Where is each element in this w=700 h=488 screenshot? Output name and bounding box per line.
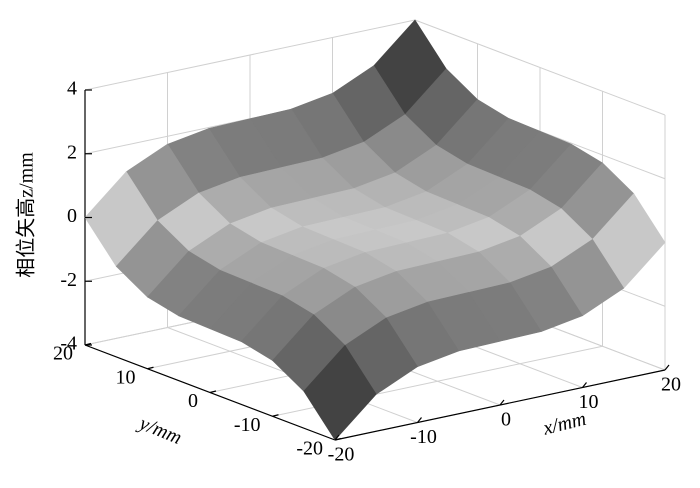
grid-line [414,19,666,116]
x-tick-label: 20 [661,374,681,396]
tick-mark [582,382,587,388]
tick-mark [417,417,422,423]
tick-mark [664,364,670,371]
x-tick-label: -10 [410,426,437,448]
tick-mark [272,414,279,417]
z-tick-label: 2 [67,141,77,163]
tick-mark [334,437,342,441]
y-tick-label: 10 [116,366,136,388]
y-axis-label: y/mm [134,412,184,449]
grid-line [84,19,416,91]
tick-mark [84,342,92,346]
z-tick-label: 4 [67,78,77,100]
y-tick-label: 0 [188,390,198,412]
y-tick-label: -20 [296,438,323,460]
z-axis-label: 相位矢高z/mm [15,152,38,278]
surface-patch [303,344,377,441]
x-tick-label: 10 [579,391,599,413]
y-tick-label: 20 [53,343,73,365]
tick-mark [334,434,340,441]
x-tick-label: -20 [328,444,355,466]
tick-mark [209,390,217,394]
tick-mark [147,366,154,370]
tick-mark [499,399,505,406]
z-tick-label: -2 [60,269,77,291]
z-tick-label: 0 [67,205,77,227]
x-tick-label: 0 [501,409,511,431]
y-tick-label: -10 [234,414,261,436]
z-tick-label: -4 [60,333,77,355]
